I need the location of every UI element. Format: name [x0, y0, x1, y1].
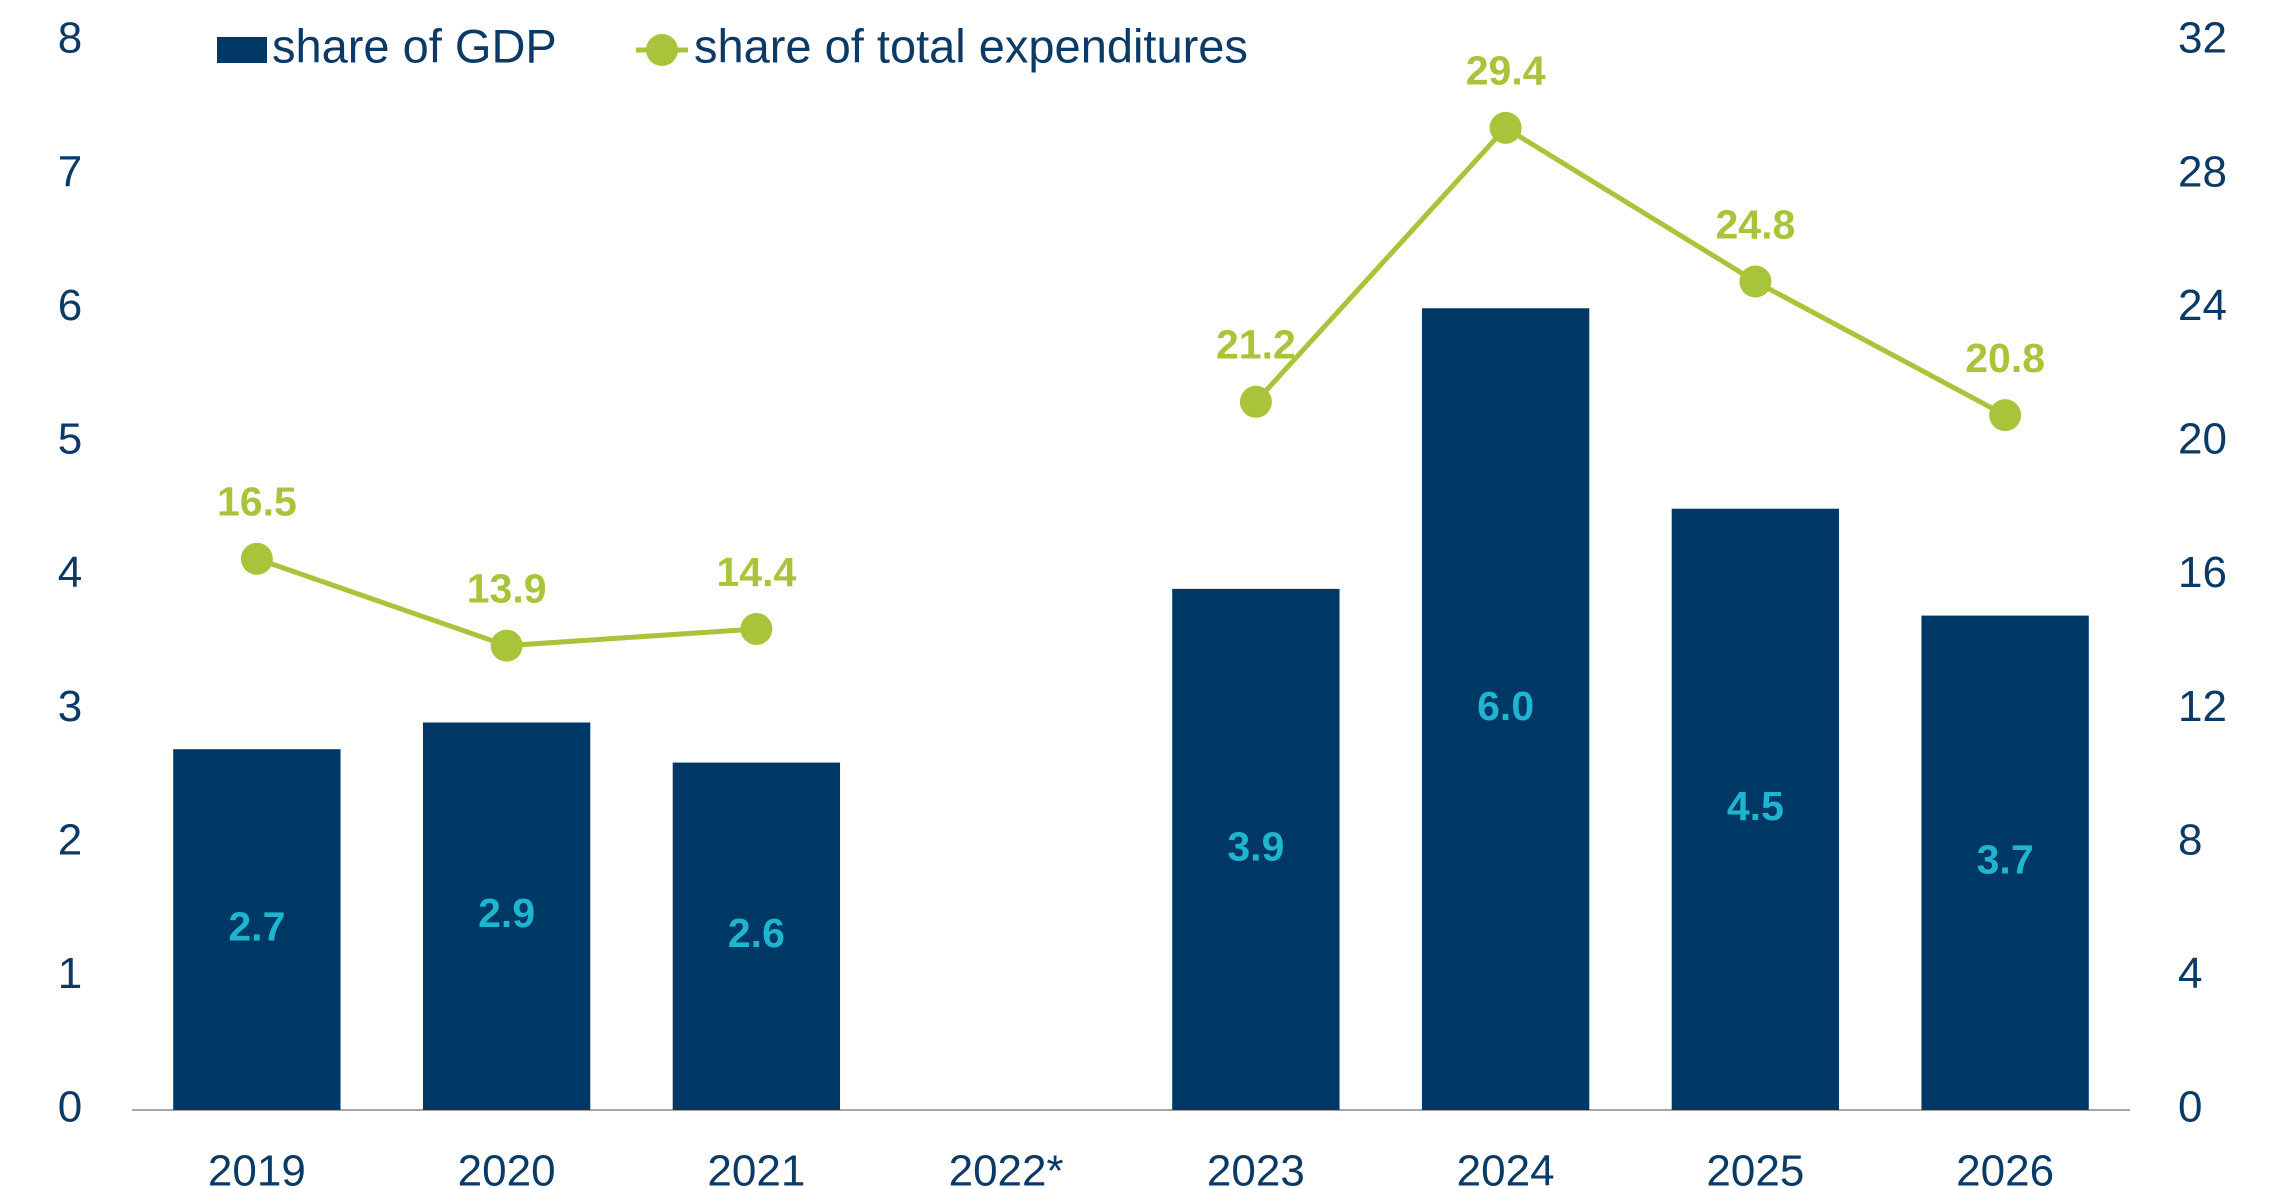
- y2-tick-label: 0: [2178, 1083, 2202, 1132]
- y-tick-label: 8: [58, 14, 82, 63]
- line-point: [1989, 399, 2022, 432]
- data-label: 2.7: [228, 903, 285, 949]
- x-tick-label: 2019: [208, 1147, 306, 1188]
- x-tick-label: 2023: [1207, 1147, 1305, 1188]
- y-tick-label: 2: [58, 815, 82, 864]
- data-label: 16.5: [217, 479, 297, 525]
- bar: [1671, 508, 1840, 1110]
- y-tick-label: 5: [58, 415, 82, 464]
- x-tick-label: 2024: [1457, 1147, 1555, 1188]
- line-point: [240, 542, 273, 575]
- x-tick-label: 2026: [1956, 1147, 2054, 1188]
- y-tick-label: 0: [58, 1083, 82, 1132]
- data-label: 14.4: [716, 549, 796, 595]
- bar: [1921, 615, 2089, 1110]
- bar: [173, 749, 341, 1110]
- bar: [1172, 588, 1340, 1110]
- y2-tick-label: 4: [2178, 949, 2202, 998]
- line-point: [1739, 265, 1772, 298]
- y2-tick-label: 28: [2178, 147, 2227, 196]
- y2-tick-label: 32: [2178, 14, 2227, 63]
- data-label: 24.8: [1715, 201, 1795, 247]
- data-label: 20.8: [1965, 335, 2045, 381]
- x-tick-label: 2025: [1706, 1147, 1804, 1188]
- data-label: 13.9: [467, 565, 547, 611]
- data-label: 2.9: [478, 890, 535, 936]
- legend-swatch: [646, 34, 678, 66]
- data-label: 21.2: [1216, 322, 1296, 368]
- y-tick-label: 1: [58, 949, 82, 998]
- line-point: [1489, 111, 1522, 144]
- y2-tick-label: 12: [2178, 682, 2227, 731]
- y-tick-label: 4: [58, 548, 82, 597]
- legend-label: share of GDP: [272, 19, 557, 72]
- y2-tick-label: 16: [2178, 548, 2227, 597]
- data-label: 3.9: [1227, 823, 1284, 869]
- y-tick-label: 6: [58, 281, 82, 330]
- bar: [672, 762, 841, 1110]
- x-tick-label: 2022*: [949, 1147, 1064, 1188]
- data-label: 4.5: [1727, 783, 1784, 829]
- y-tick-label: 3: [58, 682, 82, 731]
- data-label: 3.7: [1977, 837, 2034, 883]
- line-point: [1239, 385, 1272, 418]
- line-point: [490, 629, 523, 662]
- legend-label: share of total expenditures: [694, 19, 1248, 72]
- line-point: [740, 612, 773, 645]
- bar: [422, 722, 591, 1110]
- y2-tick-label: 20: [2178, 415, 2227, 464]
- legend-swatch: [217, 37, 267, 63]
- x-tick-label: 2020: [458, 1147, 556, 1188]
- data-label: 29.4: [1466, 48, 1546, 94]
- x-tick-label: 2021: [707, 1147, 805, 1188]
- y2-tick-label: 24: [2178, 281, 2227, 330]
- data-label: 2.6: [728, 910, 785, 956]
- y2-tick-label: 8: [2178, 815, 2202, 864]
- y-tick-label: 7: [58, 147, 82, 196]
- bar: [1421, 308, 1590, 1110]
- data-label: 6.0: [1477, 683, 1534, 729]
